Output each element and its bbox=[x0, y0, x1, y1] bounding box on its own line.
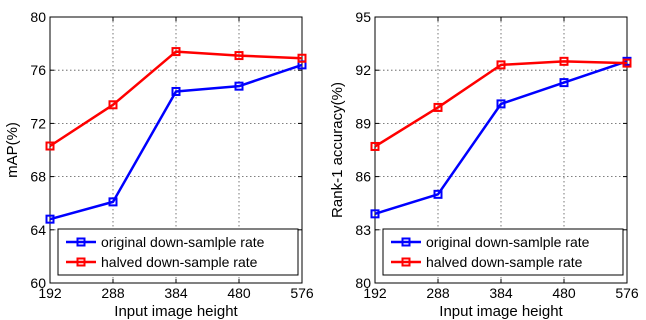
data-point bbox=[171, 47, 181, 57]
data-point bbox=[496, 99, 506, 109]
data-point bbox=[108, 197, 118, 207]
data-point bbox=[559, 78, 569, 88]
legend-label: halved down-sample rate bbox=[101, 254, 258, 270]
legend-box bbox=[382, 228, 624, 276]
legend-marker bbox=[401, 257, 411, 267]
legend-label: halved down-sample rate bbox=[426, 254, 583, 270]
legend: original down-samlple rate halved down-sa… bbox=[57, 228, 299, 276]
x-tick-label: 288 bbox=[426, 285, 450, 301]
series-line-1 bbox=[374, 60, 628, 216]
y-tick-label: 86 bbox=[355, 169, 371, 185]
legend: original down-samlple rate halved down-sa… bbox=[382, 228, 624, 276]
x-tick-label: 288 bbox=[101, 285, 125, 301]
y-tick-label: 76 bbox=[30, 62, 46, 78]
data-point bbox=[45, 141, 55, 151]
data-point bbox=[370, 209, 380, 219]
y-tick-label: 80 bbox=[30, 9, 46, 25]
legend-box bbox=[57, 228, 299, 276]
x-tick-label: 384 bbox=[489, 285, 513, 301]
chart-2: 192 288 384 480 576 80 83 86 89 92 95 Input image h… bbox=[329, 9, 639, 320]
x-tick-label: 192 bbox=[363, 285, 387, 301]
x-tick-label: 576 bbox=[290, 285, 314, 301]
data-point bbox=[171, 86, 181, 96]
x-axis-label: Input image height bbox=[439, 303, 563, 320]
y-tick-label: 95 bbox=[355, 9, 371, 25]
legend-marker bbox=[76, 257, 86, 267]
y-tick-label: 60 bbox=[30, 275, 46, 291]
x-tick-label: 384 bbox=[164, 285, 188, 301]
y-tick-label: 80 bbox=[355, 275, 371, 291]
data-point bbox=[45, 214, 55, 224]
y-axis-label: Rank-1 accuracy(%) bbox=[329, 82, 346, 218]
data-point bbox=[559, 56, 569, 66]
x-tick-label: 576 bbox=[615, 285, 639, 301]
y-tick-label: 64 bbox=[30, 222, 46, 238]
data-point bbox=[622, 58, 632, 68]
series-line-2 bbox=[374, 60, 628, 148]
data-point bbox=[433, 189, 443, 199]
legend-marker bbox=[401, 237, 411, 247]
legend-label: original down-samlple rate bbox=[101, 234, 265, 250]
data-point bbox=[297, 53, 307, 63]
chart-1: 192 288 384 480 576 60 64 68 72 76 80 Input image h… bbox=[4, 9, 314, 320]
series-line-2 bbox=[49, 50, 303, 148]
x-tick-label: 480 bbox=[552, 285, 576, 301]
y-axis-label: mAP(%) bbox=[4, 122, 21, 178]
legend-label: original down-samlple rate bbox=[426, 234, 590, 250]
data-point bbox=[433, 102, 443, 112]
series-line-1 bbox=[49, 63, 303, 221]
y-tick-label: 92 bbox=[355, 62, 371, 78]
x-tick-label: 192 bbox=[38, 285, 62, 301]
y-tick-label: 68 bbox=[30, 169, 46, 185]
data-point bbox=[370, 141, 380, 151]
legend-marker bbox=[76, 237, 86, 247]
data-point bbox=[234, 51, 244, 61]
data-point bbox=[234, 81, 244, 91]
x-axis-label: Input image height bbox=[114, 303, 238, 320]
y-tick-label: 72 bbox=[30, 115, 46, 131]
y-tick-label: 83 bbox=[355, 222, 371, 238]
data-point bbox=[496, 60, 506, 70]
x-tick-label: 480 bbox=[227, 285, 251, 301]
y-tick-label: 89 bbox=[355, 115, 371, 131]
data-point bbox=[108, 100, 118, 110]
